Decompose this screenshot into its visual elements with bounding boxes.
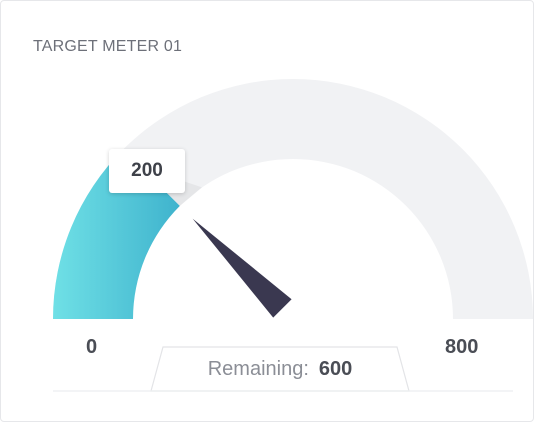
remaining-label: Remaining: xyxy=(207,357,309,380)
gauge-needle xyxy=(192,218,292,318)
card-title: TARGET METER 01 xyxy=(33,38,183,55)
gauge-min-label: 0 xyxy=(86,336,98,358)
remaining-readout: Remaining: 600 xyxy=(151,347,409,391)
remaining-value: 600 xyxy=(318,357,353,380)
gauge-value-tag: 200 xyxy=(109,149,185,193)
gauge-max-label: 800 xyxy=(445,336,479,358)
gauge-track xyxy=(53,79,533,319)
